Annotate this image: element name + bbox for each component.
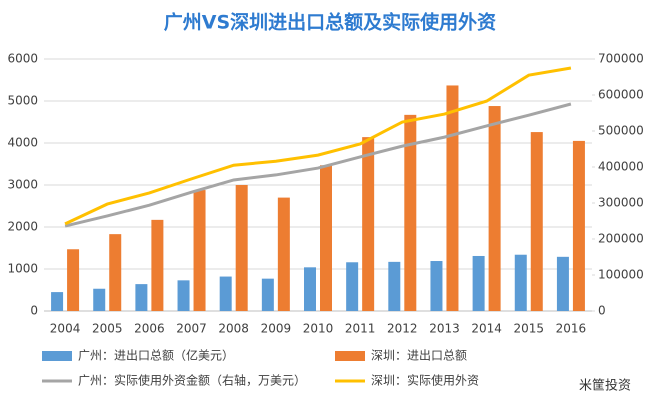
bar [572,140,585,311]
y-tick-label: 3000 [7,178,38,192]
x-tick-label: 2016 [556,322,587,336]
bar [51,292,64,311]
x-tick-label: 2011 [345,322,376,336]
bar [514,254,527,311]
bar [151,219,164,311]
line [64,102,572,228]
x-tick-label: 2006 [134,322,165,336]
x-tick-label: 2012 [387,322,418,336]
y2-tick-label: 400000 [598,160,644,174]
y2-tick-label: 0 [598,304,606,318]
legend-label: 广州：实际使用外资金额（右轴，万美元） [78,373,306,388]
bar [320,165,332,311]
bar [362,137,375,311]
bar [235,185,248,311]
chart-title: 广州VS深圳进出口总额及实际使用外资 [164,11,496,34]
bar [277,197,290,311]
x-tick-label: 2010 [303,322,334,336]
y-tick-label: 2000 [7,220,38,234]
bar [261,278,274,311]
bar [488,106,501,311]
bar [177,280,190,311]
bar [530,132,543,311]
bar [446,85,459,312]
legend-swatch [42,351,72,361]
x-tick-label: 2004 [50,322,81,336]
y2-tick-label: 200000 [598,232,644,246]
legend-label: 深圳：进出口总额 [371,349,467,363]
y2-tick-label: 100000 [598,268,644,282]
x-tick-label: 2014 [471,322,502,336]
bar [109,234,122,311]
legend-swatch [335,351,365,361]
y-tick-label: 0 [30,304,38,318]
y-tick-label: 5000 [7,94,38,108]
y2-tick-label: 500000 [598,124,644,138]
x-tick-label: 2009 [261,322,292,336]
legend-label: 深圳：实际使用外资 [371,373,479,388]
y2-tick-label: 300000 [598,196,644,210]
bar [304,267,316,311]
bar [388,261,401,311]
bar [346,262,359,311]
y-tick-label: 6000 [7,52,38,66]
source-logo: 米筐投资 [579,378,631,394]
bar [193,190,206,311]
y-tick-label: 1000 [7,262,38,276]
bar [430,261,443,311]
x-tick-label: 2008 [218,322,249,336]
line [64,66,572,226]
bar [404,114,417,311]
bar [219,276,232,311]
x-tick-label: 2015 [513,322,544,336]
x-tick-label: 2005 [92,322,123,336]
bar [556,256,569,311]
y2-tick-label: 600000 [598,88,644,102]
bar [135,284,148,311]
x-tick-label: 2007 [176,322,207,336]
legend-label: 广州：进出口总额（亿美元） [78,348,234,363]
y2-tick-label: 700000 [598,52,644,66]
x-tick-label: 2013 [429,322,460,336]
bar [93,288,106,311]
bar [472,255,485,311]
bar [67,249,80,311]
y-tick-label: 4000 [7,136,38,150]
